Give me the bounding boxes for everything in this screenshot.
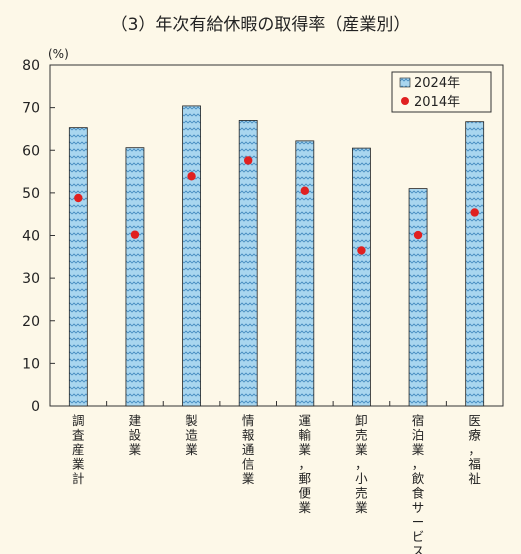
- y-tick-label: 10: [22, 356, 40, 372]
- dots-group: [74, 156, 479, 255]
- dot-2014-8: [470, 208, 479, 217]
- dot-2014-6: [357, 246, 366, 255]
- plot-frame: [49, 64, 504, 407]
- dot-2014-3: [187, 172, 196, 181]
- dot-2014-2: [130, 230, 140, 239]
- dot-2014-7: [413, 230, 423, 240]
- bar-2024-8: [465, 121, 485, 407]
- y-tick-label: 0: [31, 399, 40, 415]
- category-labels-group: 調査産業計 建設業 製造業 情報通信業 運輸業，郵便業 卸売業，小売業 宿泊業，飲食サービス…: [72, 413, 481, 554]
- category-label-5: 運輸業，郵便業: [299, 413, 312, 515]
- legend-group: 2024年 2014年: [391, 71, 492, 113]
- bar-2024-2: [125, 147, 145, 407]
- y-tick-label: 30: [22, 271, 40, 287]
- category-label-2: 建設業: [129, 413, 142, 457]
- category-label-1: 調査産業計: [72, 413, 85, 486]
- chart-title: （3）年次有給休暇の取得率（産業別）: [110, 15, 411, 35]
- dot-2014-1: [74, 193, 83, 203]
- legend-swatch-2014: [401, 97, 409, 105]
- category-label-7: 宿泊業，飲食サービス業: [412, 413, 425, 554]
- y-tick-label: 20: [22, 314, 40, 330]
- y-axis-unit: (%): [48, 47, 69, 61]
- category-label-8: 医療，福祉: [468, 413, 481, 486]
- category-label-3: 製造業: [185, 413, 198, 457]
- y-tick-label: 40: [22, 229, 40, 245]
- y-tick-label: 60: [22, 143, 40, 159]
- bar-2024-3: [182, 105, 201, 407]
- bar-2024-7: [408, 188, 428, 407]
- category-label-4: 情報通信業: [242, 413, 255, 486]
- legend-label-2014: 2014年: [414, 95, 460, 110]
- dot-2014-5: [300, 186, 310, 195]
- bar-2024-4: [238, 120, 258, 407]
- axes-group: 0 10 20 30 40 50 60 70 80 (%): [22, 47, 504, 415]
- legend-label-2024: 2024年: [414, 76, 460, 91]
- bar-2024-5: [295, 140, 315, 407]
- bar-2024-1: [68, 127, 88, 407]
- bars-group: [68, 105, 485, 407]
- y-tick-label: 80: [22, 58, 40, 74]
- category-label-6: 卸売業，小売業: [355, 413, 368, 515]
- bar-2024-6: [352, 147, 371, 407]
- y-tick-label: 70: [22, 101, 40, 117]
- legend-swatch-2024: [399, 77, 411, 88]
- dot-2014-4: [243, 156, 253, 165]
- y-tick-label: 50: [22, 186, 40, 202]
